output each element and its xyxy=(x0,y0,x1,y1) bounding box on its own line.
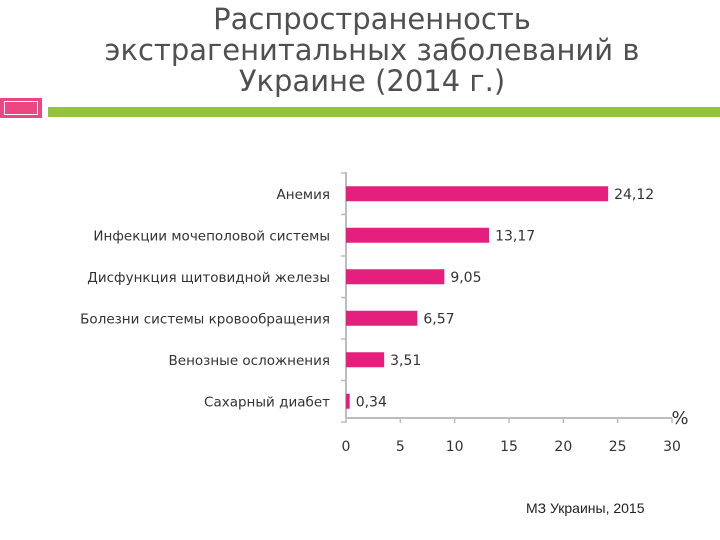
category-label: Инфекции мочеполовой системы xyxy=(93,228,330,244)
bar xyxy=(346,227,490,243)
accent-bar-green xyxy=(48,107,720,117)
bar xyxy=(346,352,385,368)
bar xyxy=(346,310,418,326)
category-label: Дисфункция щитовидной железы xyxy=(87,270,330,286)
category-label: Сахарный диабет xyxy=(204,394,330,410)
bar xyxy=(346,186,609,202)
x-unit-label: % xyxy=(671,408,688,429)
x-tick-label: 20 xyxy=(554,439,572,455)
title-line-1: Распространенность xyxy=(213,2,531,36)
x-tick-label: 5 xyxy=(396,439,405,455)
data-label: 9,05 xyxy=(450,270,481,286)
category-label: Болезни системы кровообращения xyxy=(80,311,330,327)
data-label: 13,17 xyxy=(495,228,535,244)
category-label: Венозные осложнения xyxy=(169,353,331,369)
x-tick-label: 0 xyxy=(342,439,351,455)
data-label: 0,34 xyxy=(356,394,387,410)
source-note: МЗ Украины, 2015 xyxy=(526,500,645,516)
slide-title: Распространенность экстрагенитальных заб… xyxy=(40,4,704,97)
x-tick-label: 30 xyxy=(663,439,681,455)
data-label: 24,12 xyxy=(614,187,654,203)
x-tick-label: 15 xyxy=(500,439,518,455)
title-line-3: Украине (2014 г.) xyxy=(238,64,506,98)
category-label: Анемия xyxy=(277,187,330,203)
title-line-2: экстрагенитальных заболеваний в xyxy=(104,33,640,67)
accent-bar-pink xyxy=(0,98,42,118)
data-label: 6,57 xyxy=(423,311,454,327)
x-tick-label: 10 xyxy=(446,439,464,455)
accent-bar-pink-outline xyxy=(4,101,38,115)
x-tick-label: 25 xyxy=(609,439,627,455)
data-label: 3,51 xyxy=(390,353,421,369)
bar xyxy=(346,269,445,285)
bar xyxy=(346,393,350,409)
